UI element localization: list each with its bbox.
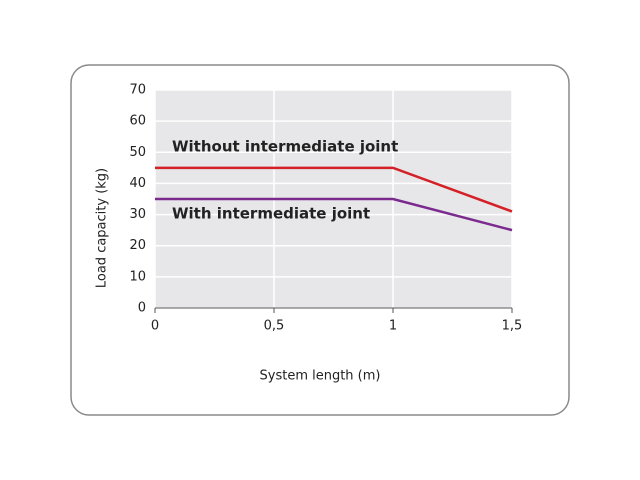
y-tick-label: 20 bbox=[129, 238, 146, 253]
x-tick-label: 0,5 bbox=[264, 319, 285, 334]
y-tick-label: 50 bbox=[129, 145, 146, 160]
y-tick-label: 10 bbox=[129, 269, 146, 284]
y-tick-label: 0 bbox=[138, 301, 146, 316]
x-tick-label: 1,5 bbox=[502, 319, 523, 334]
y-axis-label: Load capacity (kg) bbox=[95, 168, 110, 288]
series-label: With intermediate joint bbox=[172, 205, 370, 223]
series-label: Without intermediate joint bbox=[172, 138, 398, 156]
y-tick-label: 40 bbox=[129, 176, 146, 191]
y-tick-label: 70 bbox=[129, 83, 146, 98]
y-tick-label: 60 bbox=[129, 114, 146, 129]
series-line bbox=[155, 166, 513, 213]
series-line bbox=[155, 197, 513, 232]
y-tick-label: 30 bbox=[129, 207, 146, 222]
x-tick-label: 0 bbox=[151, 319, 159, 334]
x-tick-label: 1 bbox=[389, 319, 397, 334]
x-axis-label: System length (m) bbox=[260, 369, 381, 384]
